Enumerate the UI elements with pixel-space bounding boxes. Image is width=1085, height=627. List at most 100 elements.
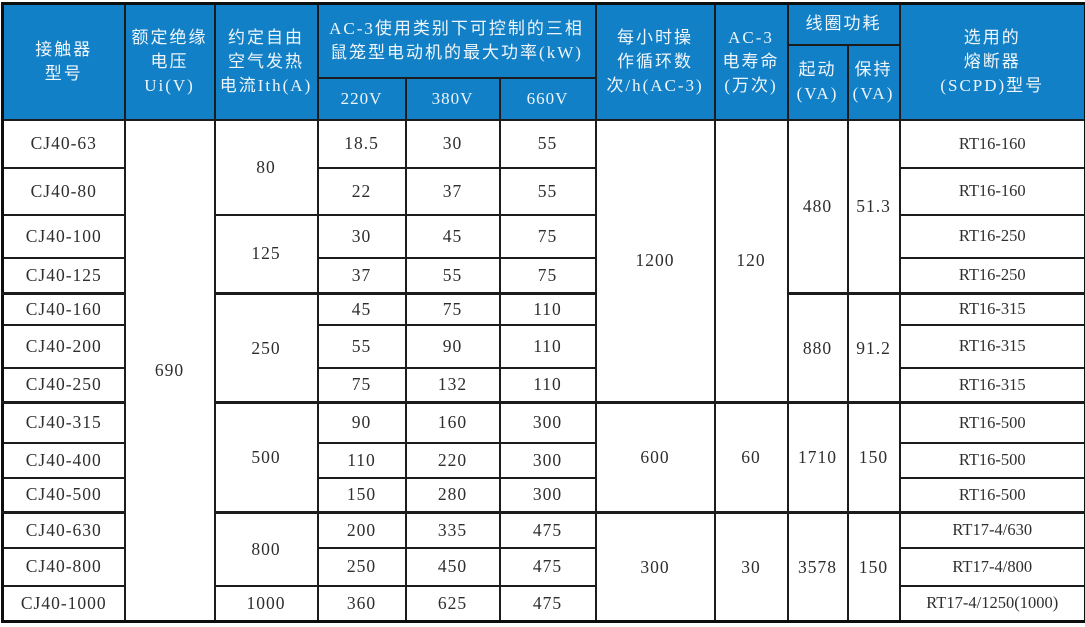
- cell-model: CJ40-630: [1, 511, 126, 549]
- cell-fuse-model: RT16-500: [898, 476, 1085, 514]
- cell-coil-hold-va: 150: [846, 401, 901, 514]
- table-row: CJ40-63 690 80 18.5 30 55 1200 120 480 51.3 RT16-1…: [1, 118, 1085, 623]
- table-row: CJ40-1000 1000 360 625 475 RT17-4/1250(1000): [1, 584, 1085, 623]
- cell-model: CJ40-315: [1, 401, 126, 444]
- cell-fuse-model: RT16-250: [898, 213, 1085, 259]
- table-row: CJ40-630 800 200 335 475 300 30 3578 150 RT17-4/6…: [1, 511, 1085, 623]
- table-row: CJ40-400 110 220 300 RT16-500: [1, 441, 1085, 479]
- cell-model: CJ40-1000: [1, 584, 126, 623]
- cell-power-220v: 55: [316, 323, 407, 369]
- col-header-coil-hold: 保持 (VA): [846, 43, 901, 121]
- cell-power-660v: 300: [498, 476, 597, 514]
- cell-model: CJ40-100: [1, 213, 126, 259]
- table-row: CJ40-80 22 37 55 RT16-160: [1, 166, 1085, 216]
- table-row: CJ40-160 250 45 75 110 880 91.2 RT16-315: [1, 292, 1085, 404]
- cell-power-220v: 37: [316, 256, 407, 295]
- table-row: CJ40-800 250 450 475 RT17-4/800: [1, 546, 1085, 587]
- cell-power-220v: 22: [316, 166, 407, 216]
- cell-coil-hold-va: 91.2: [846, 292, 901, 404]
- cell-fuse-model: RT17-4/630: [898, 511, 1085, 549]
- cell-electrical-life: 30: [713, 511, 789, 623]
- cell-model: CJ40-200: [1, 323, 126, 369]
- table-body: CJ40-63 690 80 18.5 30 55 1200 120 480 51.3 RT16-1…: [1, 118, 1085, 623]
- cell-power-220v: 18.5: [316, 118, 407, 169]
- cell-thermal-current: 800: [213, 511, 319, 587]
- col-header-coil-group: 线圈功耗: [786, 2, 901, 46]
- table-row: CJ40-250 75 132 110 RT16-315: [1, 366, 1085, 404]
- cell-power-380v: 37: [404, 166, 501, 216]
- cell-coil-hold-va: 51.3: [846, 118, 901, 295]
- cell-power-660v: 475: [498, 584, 597, 623]
- cell-fuse-model: RT16-250: [898, 256, 1085, 295]
- cell-power-660v: 55: [498, 118, 597, 169]
- col-header-coil-start: 起动 (VA): [786, 43, 849, 121]
- col-header-operating-cycles: 每小时操 作循环数 次/h(AC-3): [594, 2, 716, 121]
- cell-power-660v: 110: [498, 366, 597, 404]
- cell-operating-cycles: 300: [594, 511, 716, 623]
- cell-fuse-model: RT16-315: [898, 292, 1085, 326]
- cell-power-220v: 200: [316, 511, 407, 549]
- cell-power-220v: 250: [316, 546, 407, 587]
- cell-rated-voltage: 690: [123, 118, 216, 623]
- cell-power-220v: 45: [316, 292, 407, 326]
- cell-coil-hold-va: 150: [846, 511, 901, 623]
- cell-power-380v: 625: [404, 584, 501, 623]
- cell-power-220v: 150: [316, 476, 407, 514]
- cell-power-380v: 90: [404, 323, 501, 369]
- col-header-220v: 220V: [316, 76, 407, 121]
- cell-power-220v: 30: [316, 213, 407, 259]
- table-row: CJ40-200 55 90 110 RT16-315: [1, 323, 1085, 369]
- cell-fuse-model: RT16-315: [898, 366, 1085, 404]
- cell-electrical-life: 60: [713, 401, 789, 514]
- cell-power-380v: 280: [404, 476, 501, 514]
- table-header: 接触器 型号 额定绝缘 电压Ui(V) 约定自由 空气发热 电流Ith(A) A…: [1, 2, 1085, 121]
- cell-power-660v: 300: [498, 401, 597, 444]
- cell-electrical-life: 120: [713, 118, 789, 404]
- cell-model: CJ40-160: [1, 292, 126, 326]
- cell-power-380v: 30: [404, 118, 501, 169]
- cell-thermal-current: 1000: [213, 584, 319, 623]
- cell-power-660v: 110: [498, 323, 597, 369]
- cell-power-380v: 160: [404, 401, 501, 444]
- cell-fuse-model: RT16-500: [898, 401, 1085, 444]
- col-header-thermal-current: 约定自由 空气发热 电流Ith(A): [213, 2, 319, 121]
- cell-power-220v: 75: [316, 366, 407, 404]
- cell-power-380v: 55: [404, 256, 501, 295]
- col-header-model: 接触器 型号: [1, 2, 126, 121]
- cell-thermal-current: 500: [213, 401, 319, 514]
- header-row-1: 接触器 型号 额定绝缘 电压Ui(V) 约定自由 空气发热 电流Ith(A) A…: [1, 2, 1085, 121]
- cell-model: CJ40-800: [1, 546, 126, 587]
- cell-power-220v: 110: [316, 441, 407, 479]
- col-header-fuse: 选用的 熔断器 (SCPD)型号: [898, 2, 1085, 121]
- col-header-electrical-life: AC-3 电寿命 (万次): [713, 2, 789, 121]
- cell-coil-start-va: 480: [786, 118, 849, 295]
- header-row-2: 起动 (VA) 保持 (VA): [3, 43, 1085, 121]
- cell-power-220v: 90: [316, 401, 407, 444]
- cell-fuse-model: RT16-160: [898, 166, 1085, 216]
- cell-power-660v: 475: [498, 511, 597, 549]
- col-header-rated-voltage: 额定绝缘 电压Ui(V): [123, 2, 216, 121]
- cell-model: CJ40-125: [1, 256, 126, 295]
- cell-fuse-model: RT17-4/800: [898, 546, 1085, 587]
- cell-power-660v: 75: [498, 256, 597, 295]
- cell-operating-cycles: 1200: [594, 118, 716, 404]
- table-row: CJ40-100 125 30 45 75 RT16-250: [1, 213, 1085, 295]
- table-row: CJ40-315 500 90 160 300 600 60 1710 150 RT16-500: [1, 401, 1085, 514]
- cell-model: CJ40-250: [1, 366, 126, 404]
- cell-model: CJ40-80: [1, 166, 126, 216]
- cell-power-380v: 45: [404, 213, 501, 259]
- col-header-380v: 380V: [404, 76, 501, 121]
- cell-power-660v: 55: [498, 166, 597, 216]
- cell-fuse-model: RT16-160: [898, 118, 1085, 169]
- table-row: CJ40-500 150 280 300 RT16-500: [1, 476, 1085, 514]
- cell-power-380v: 335: [404, 511, 501, 549]
- cell-coil-start-va: 1710: [786, 401, 849, 514]
- col-header-power-group: AC-3使用类别下可控制的三相 鼠笼型电动机的最大功率(kW): [316, 2, 597, 79]
- cell-operating-cycles: 600: [594, 401, 716, 514]
- cell-power-380v: 132: [404, 366, 501, 404]
- col-header-660v: 660V: [498, 76, 597, 121]
- cell-fuse-model: RT17-4/1250(1000): [898, 584, 1085, 623]
- cell-power-660v: 300: [498, 441, 597, 479]
- cell-power-660v: 110: [498, 292, 597, 326]
